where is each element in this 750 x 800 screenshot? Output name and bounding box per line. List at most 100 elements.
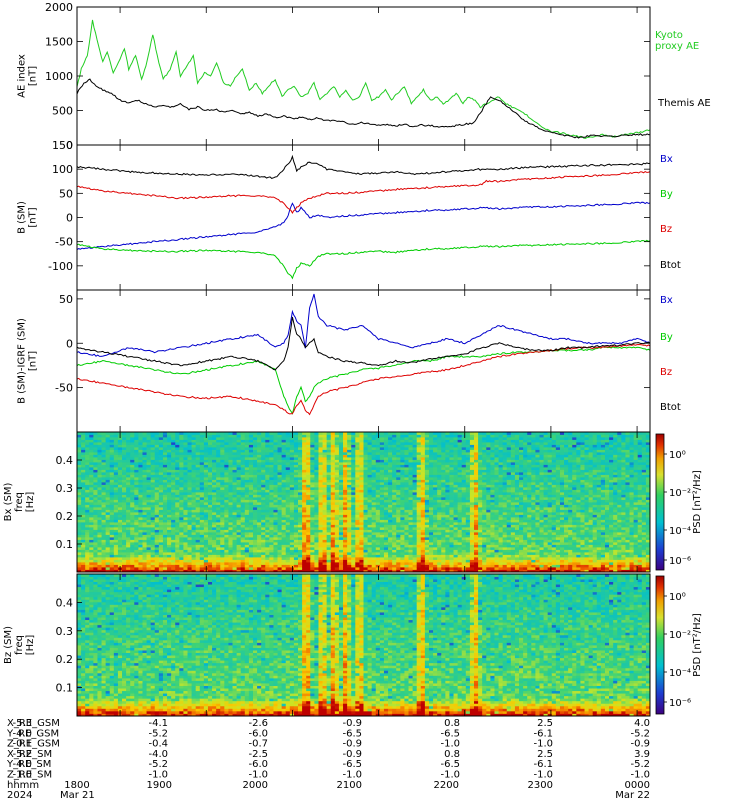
spectrogram-cell xyxy=(200,522,204,525)
spectrogram-cell xyxy=(376,567,380,570)
spectrogram-cell xyxy=(343,545,347,548)
spectrogram-cell xyxy=(126,460,130,463)
spectrogram-cell xyxy=(155,477,159,480)
spectrogram-cell xyxy=(233,445,237,448)
spectrogram-cell xyxy=(327,487,331,490)
spectrogram-cell xyxy=(380,450,384,453)
spectrogram-cell xyxy=(253,547,257,550)
spectrogram-cell xyxy=(249,487,253,490)
spectrogram-cell xyxy=(192,520,196,523)
spectrogram-cell xyxy=(81,445,85,448)
spectrogram-cell xyxy=(179,485,183,488)
spectrogram-cell xyxy=(249,542,253,545)
spectrogram-cell xyxy=(433,557,437,560)
spectrogram-cell xyxy=(126,522,130,525)
spectrogram-cell xyxy=(163,555,167,558)
spectrogram-cell xyxy=(241,445,245,448)
spectrogram-cell xyxy=(290,472,294,475)
spectrogram-cell xyxy=(142,505,146,508)
spectrogram-cell xyxy=(106,447,110,450)
spectrogram-cell xyxy=(257,497,261,500)
spectrogram-cell xyxy=(114,505,118,508)
spectrogram-cell xyxy=(327,477,331,480)
spectrogram-cell xyxy=(364,487,368,490)
spectrogram-cell xyxy=(102,437,106,440)
spectrogram-cell xyxy=(269,467,273,470)
spectrogram-cell xyxy=(93,560,97,563)
spectrogram-cell xyxy=(196,447,200,450)
spectrogram-cell xyxy=(343,520,347,523)
spectrogram-cell xyxy=(392,472,396,475)
spectrogram-cell xyxy=(175,520,179,523)
spectrogram-cell xyxy=(85,525,89,528)
spectrogram-cell xyxy=(294,445,298,448)
spectrogram-cell xyxy=(130,545,134,548)
spectrogram-cell xyxy=(228,490,232,493)
spectrogram-cell xyxy=(433,552,437,555)
spectrogram-cell xyxy=(392,470,396,473)
spectrogram-cell xyxy=(396,472,400,475)
spectrogram-cell xyxy=(343,540,347,543)
spectrogram-cell xyxy=(372,445,376,448)
spectrogram-cell xyxy=(188,550,192,553)
spectrogram-cell xyxy=(142,515,146,518)
spectrogram-cell xyxy=(163,532,167,535)
spectrogram-cell xyxy=(429,532,433,535)
spectrogram-cell xyxy=(106,435,110,438)
spectrogram-cell xyxy=(93,550,97,553)
spectrogram-cell xyxy=(372,482,376,485)
spectrogram-cell xyxy=(380,520,384,523)
spectrogram-cell xyxy=(335,527,339,530)
spectrogram-cell xyxy=(147,517,151,520)
spectrogram-cell xyxy=(122,475,126,478)
spectrogram-cell xyxy=(142,475,146,478)
spectrogram-cell xyxy=(163,495,167,498)
spectrogram-cell xyxy=(147,510,151,513)
spectrogram-cell xyxy=(376,485,380,488)
spectrogram-cell xyxy=(159,512,163,515)
spectrogram-cell xyxy=(163,477,167,480)
spectrogram-cell xyxy=(106,512,110,515)
spectrogram-cell xyxy=(421,497,425,500)
spectrogram-cell xyxy=(122,497,126,500)
spectrogram-cell xyxy=(429,435,433,438)
spectrogram-cell xyxy=(384,517,388,520)
spectrogram-cell xyxy=(130,557,134,560)
spectrogram-cell xyxy=(318,490,322,493)
spectrogram-cell xyxy=(388,445,392,448)
spectrogram-cell xyxy=(118,505,122,508)
spectrogram-cell xyxy=(396,555,400,558)
spectrogram-cell xyxy=(355,517,359,520)
spectrogram-cell xyxy=(314,487,318,490)
spectrogram-cell xyxy=(151,567,155,570)
spectrogram-cell xyxy=(163,522,167,525)
spectrogram-cell xyxy=(278,542,282,545)
spectrogram-cell xyxy=(310,502,314,505)
spectrogram-cell xyxy=(318,537,322,540)
spectrogram-cell xyxy=(257,437,261,440)
spectrogram-cell xyxy=(269,552,273,555)
spectrogram-cell xyxy=(400,450,404,453)
spectrogram-cell xyxy=(433,457,437,460)
spectrogram-cell xyxy=(237,440,241,443)
spectrogram-cell xyxy=(384,535,388,538)
spectrogram-cell xyxy=(339,482,343,485)
spectrogram-cell xyxy=(249,500,253,503)
spectrogram-cell xyxy=(380,502,384,505)
spectrogram-cell xyxy=(179,532,183,535)
spectrogram-cell xyxy=(265,445,269,448)
spectrogram-cell xyxy=(278,540,282,543)
spectrogram-cell xyxy=(228,542,232,545)
spectrogram-cell xyxy=(200,552,204,555)
spectrogram-cell xyxy=(81,497,85,500)
spectrogram-cell xyxy=(147,467,151,470)
spectrogram-cell xyxy=(237,485,241,488)
spectrogram-cell xyxy=(147,475,151,478)
spectrogram-cell xyxy=(421,485,425,488)
spectrogram-cell xyxy=(310,540,314,543)
spectrogram-cell xyxy=(142,442,146,445)
spectrogram-cell xyxy=(188,512,192,515)
spectrogram-cell xyxy=(245,532,249,535)
spectrogram-cell xyxy=(302,472,306,475)
spectrogram-cell xyxy=(228,462,232,465)
